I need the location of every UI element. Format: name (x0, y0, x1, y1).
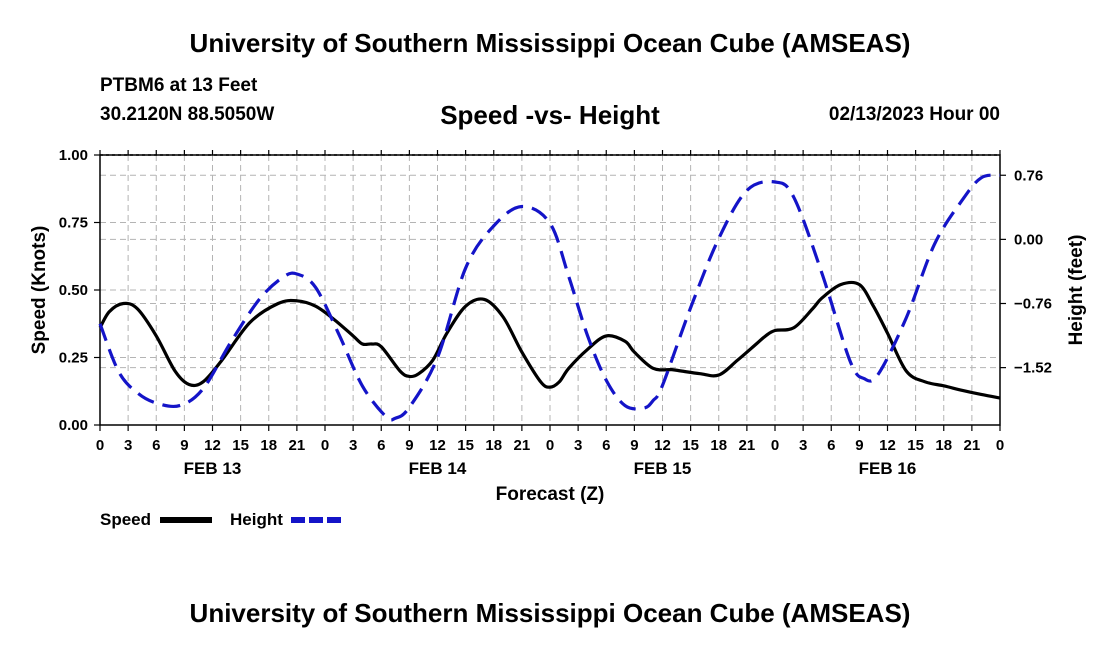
day-label: FEB 15 (634, 459, 692, 478)
forecast-datetime: 02/13/2023 Hour 00 (828, 104, 1000, 125)
x-tick-label: 9 (630, 437, 638, 454)
x-tick-label: 12 (879, 437, 896, 454)
x-tick-label: 15 (682, 437, 699, 454)
footer-title: University of Southern Mississippi Ocean… (189, 598, 911, 628)
y-right-tick-label: 0.00 (1014, 231, 1043, 248)
x-tick-label: 18 (260, 437, 277, 454)
y-left-tick-label: 0.25 (59, 350, 88, 367)
x-tick-label: 3 (799, 437, 807, 454)
x-tick-label: 18 (485, 437, 502, 454)
x-tick-label: 6 (602, 437, 610, 454)
x-tick-label: 0 (321, 437, 329, 454)
legend-height-label: Height (230, 510, 283, 529)
x-tick-label: 15 (232, 437, 249, 454)
x-tick-label: 6 (377, 437, 385, 454)
x-tick-label: 0 (96, 437, 104, 454)
series-line-speed (98, 280, 1001, 400)
x-tick-label: 15 (457, 437, 474, 454)
y-right-tick-label: −0.76 (1014, 296, 1052, 313)
x-tick-label: 6 (152, 437, 160, 454)
page-title: University of Southern Mississippi Ocean… (189, 28, 911, 58)
x-tick-label: 12 (204, 437, 221, 454)
x-tick-label: 9 (855, 437, 863, 454)
chart-title: Speed -vs- Height (440, 100, 660, 130)
y-left-axis-label: Speed (Knots) (29, 226, 50, 355)
x-tick-label: 0 (996, 437, 1004, 454)
x-tick-label: 12 (654, 437, 671, 454)
legend-speed-label: Speed (100, 510, 151, 529)
day-label: FEB 16 (859, 459, 917, 478)
x-tick-label: 15 (907, 437, 924, 454)
x-axis-label: Forecast (Z) (496, 484, 605, 505)
y-left-tick-label: 0.50 (59, 282, 88, 299)
x-tick-label: 12 (429, 437, 446, 454)
x-tick-label: 9 (180, 437, 188, 454)
y-left-tick-label: 1.00 (59, 147, 88, 164)
day-label: FEB 14 (409, 459, 467, 478)
x-tick-label: 3 (349, 437, 357, 454)
x-tick-label: 0 (546, 437, 554, 454)
x-tick-label: 21 (964, 437, 981, 454)
x-tick-label: 18 (710, 437, 727, 454)
x-tick-label: 0 (771, 437, 779, 454)
station-coordinates: 30.2120N 88.5050W (100, 104, 275, 125)
x-tick-label: 9 (405, 437, 413, 454)
x-tick-label: 21 (289, 437, 306, 454)
day-label: FEB 13 (184, 459, 242, 478)
x-tick-label: 3 (124, 437, 132, 454)
y-right-tick-label: 0.76 (1014, 167, 1043, 184)
y-left-tick-label: 0.00 (59, 417, 88, 434)
x-tick-label: 6 (827, 437, 835, 454)
x-tick-label: 21 (739, 437, 756, 454)
x-tick-label: 21 (514, 437, 531, 454)
y-right-tick-label: −1.52 (1014, 360, 1052, 377)
station-label: PTBM6 at 13 Feet (100, 75, 258, 96)
x-tick-label: 3 (574, 437, 582, 454)
x-tick-label: 18 (935, 437, 952, 454)
y-right-axis-label: Height (feet) (1066, 235, 1087, 346)
series-line-height (98, 173, 1001, 422)
y-left-tick-label: 0.75 (59, 215, 88, 232)
